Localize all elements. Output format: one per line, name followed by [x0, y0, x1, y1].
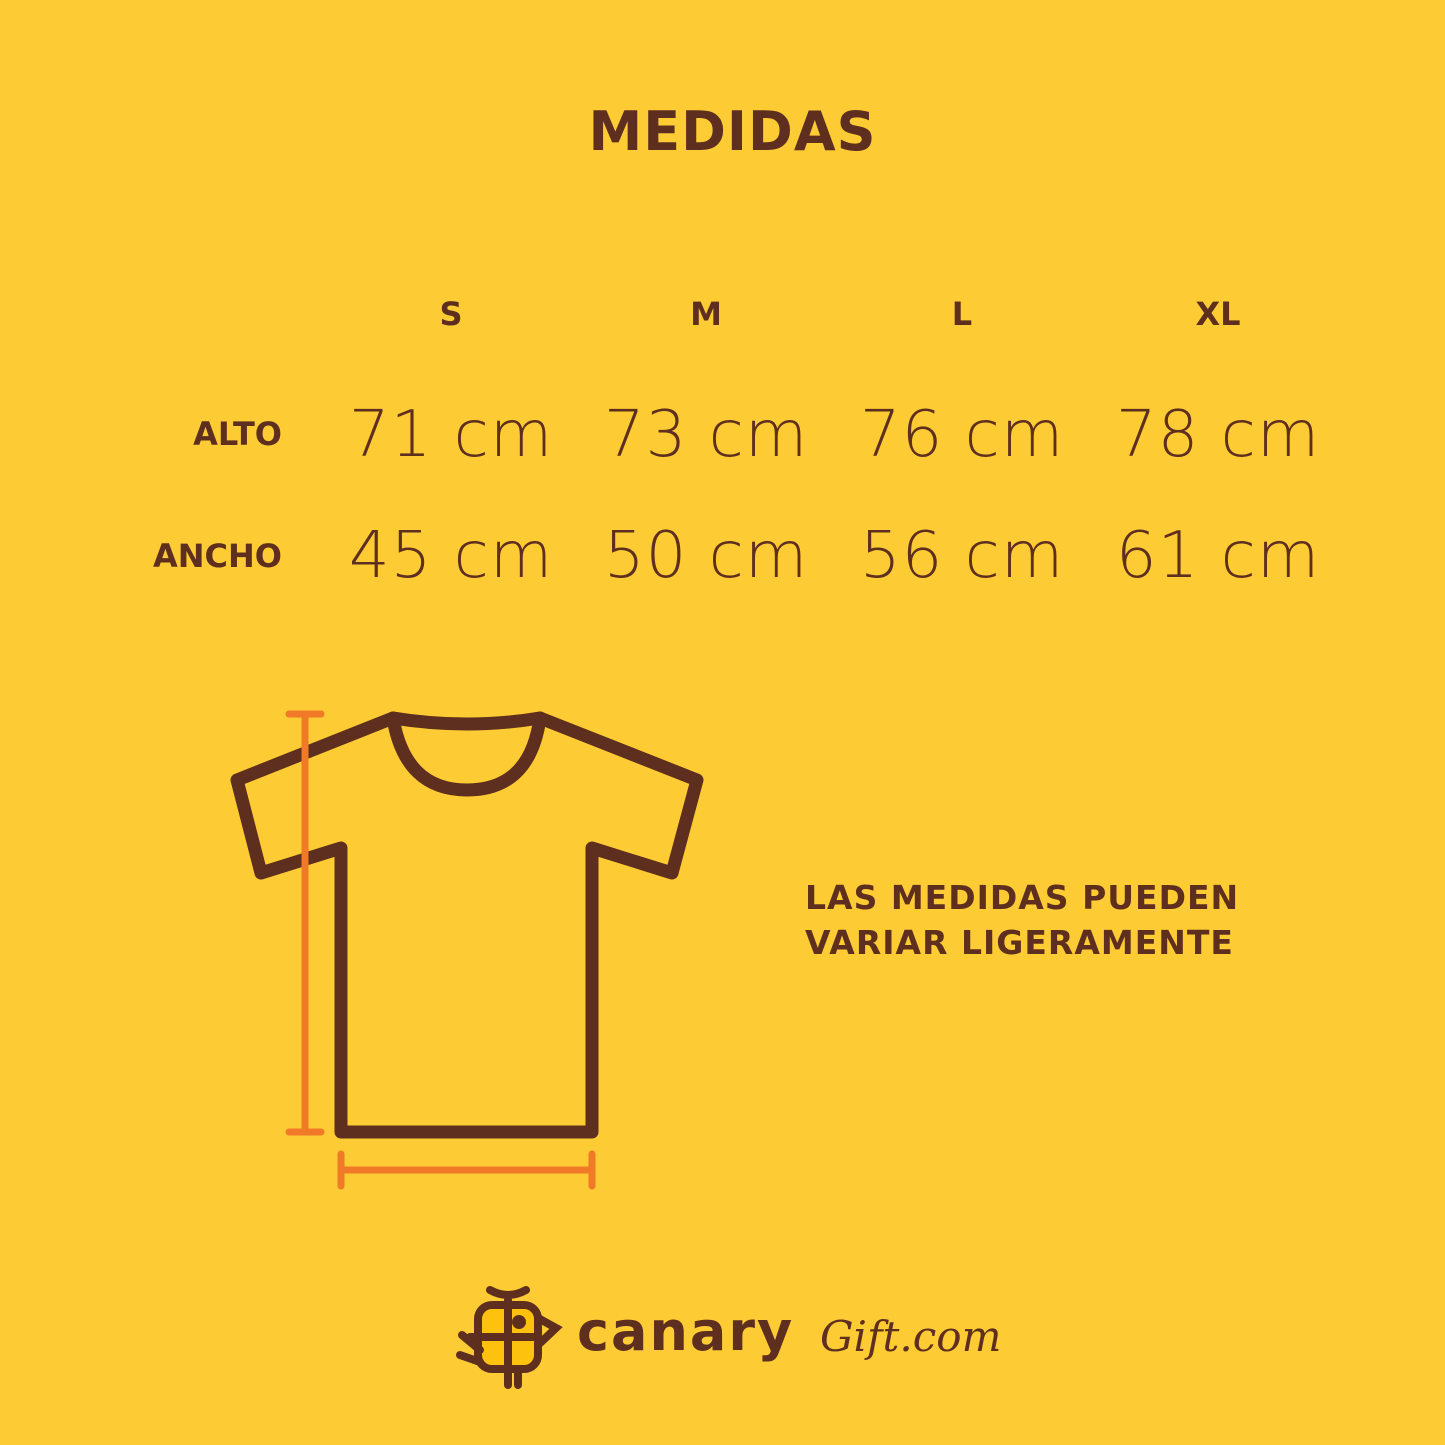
row-label-ancho: ANCHO	[152, 537, 282, 575]
canary-logo-icon	[456, 1286, 563, 1389]
size-header-s: S	[439, 295, 463, 333]
note-line-1: LAS MEDIDAS PUEDEN	[805, 878, 1240, 917]
value-cell: 45 cm	[348, 519, 554, 593]
tshirt-icon	[230, 711, 704, 1139]
size-header-xl: XL	[1195, 295, 1241, 333]
value-cell: 78 cm	[1115, 398, 1321, 472]
page-title: MEDIDAS	[588, 100, 877, 163]
value-cell: 76 cm	[859, 398, 1065, 472]
value-cell: 56 cm	[859, 519, 1065, 593]
brand-suffix: Gift.com	[820, 1312, 1002, 1361]
value-cell: 50 cm	[603, 519, 809, 593]
brand-name: canary	[577, 1300, 795, 1363]
row-label-alto: ALTO	[193, 415, 282, 453]
note-line-2: VARIAR LIGERAMENTE	[805, 923, 1234, 962]
value-cell: 73 cm	[603, 398, 809, 472]
size-header-m: M	[690, 295, 722, 333]
value-cell: 71 cm	[348, 398, 554, 472]
value-cell: 61 cm	[1115, 519, 1321, 593]
size-header-l: L	[951, 295, 973, 333]
measure-lines	[285, 710, 596, 1190]
